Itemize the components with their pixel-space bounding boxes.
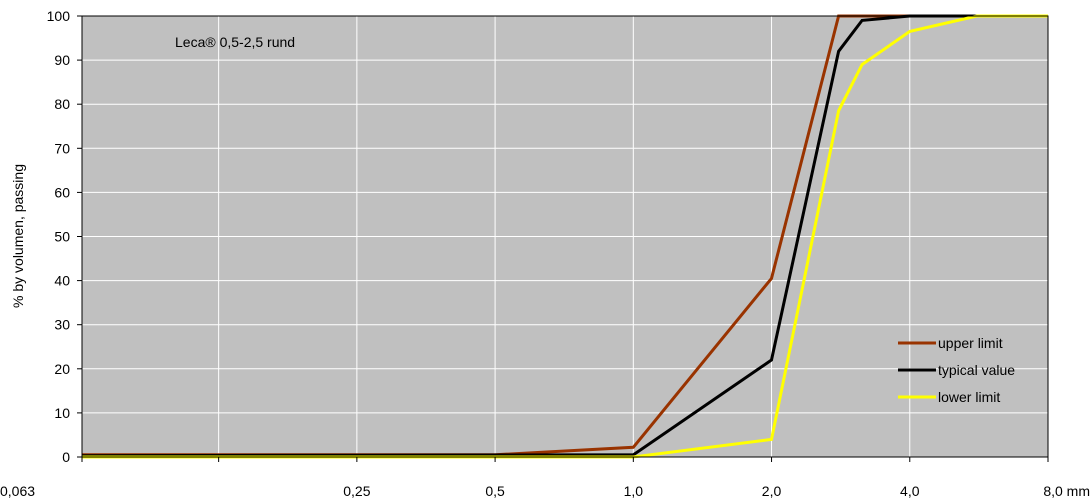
axes: [77, 15, 1049, 462]
legend-label: typical value: [938, 362, 1015, 378]
y-tick-label: 70: [54, 140, 70, 156]
y-tick-label: 50: [54, 229, 70, 245]
y-tick-label: 10: [54, 405, 70, 421]
y-tick-label: 80: [54, 96, 70, 112]
x-tick-labels: 0,063 0,25 0,5 1,0 2,0 4,0 8,0 mm: [0, 483, 1090, 499]
y-tick-label: 30: [54, 317, 70, 333]
series-line-lower-limit: [82, 14, 1048, 459]
chart-annotation: Leca® 0,5-2,5 rund: [175, 34, 295, 50]
x-tick-label: 4,0: [900, 483, 920, 499]
gridlines: [82, 16, 1048, 457]
y-tick-label: 20: [54, 361, 70, 377]
y-axis-title: % by volumen, passing: [10, 164, 26, 308]
legend-label: upper limit: [938, 335, 1003, 351]
x-tick-label: 0,25: [343, 483, 370, 499]
y-tick-label: 60: [54, 184, 70, 200]
x-tick-label: 1,0: [624, 483, 644, 499]
y-tick-label: 90: [54, 52, 70, 68]
legend-label: lower limit: [938, 389, 1000, 405]
legend: upper limit typical value lower limit: [898, 335, 1015, 405]
y-tick-label: 0: [62, 449, 70, 465]
x-tick-label: 0,5: [485, 483, 505, 499]
y-tick-labels: 0 10 20 30 40 50 60 70 80 90 100: [47, 8, 71, 465]
y-tick-label: 40: [54, 273, 70, 289]
y-tick-label: 100: [47, 8, 71, 24]
x-tick-label: 2,0: [762, 483, 782, 499]
x-tick-label: 0,063: [0, 483, 35, 499]
x-tick-label: 8,0 mm: [1043, 483, 1090, 499]
